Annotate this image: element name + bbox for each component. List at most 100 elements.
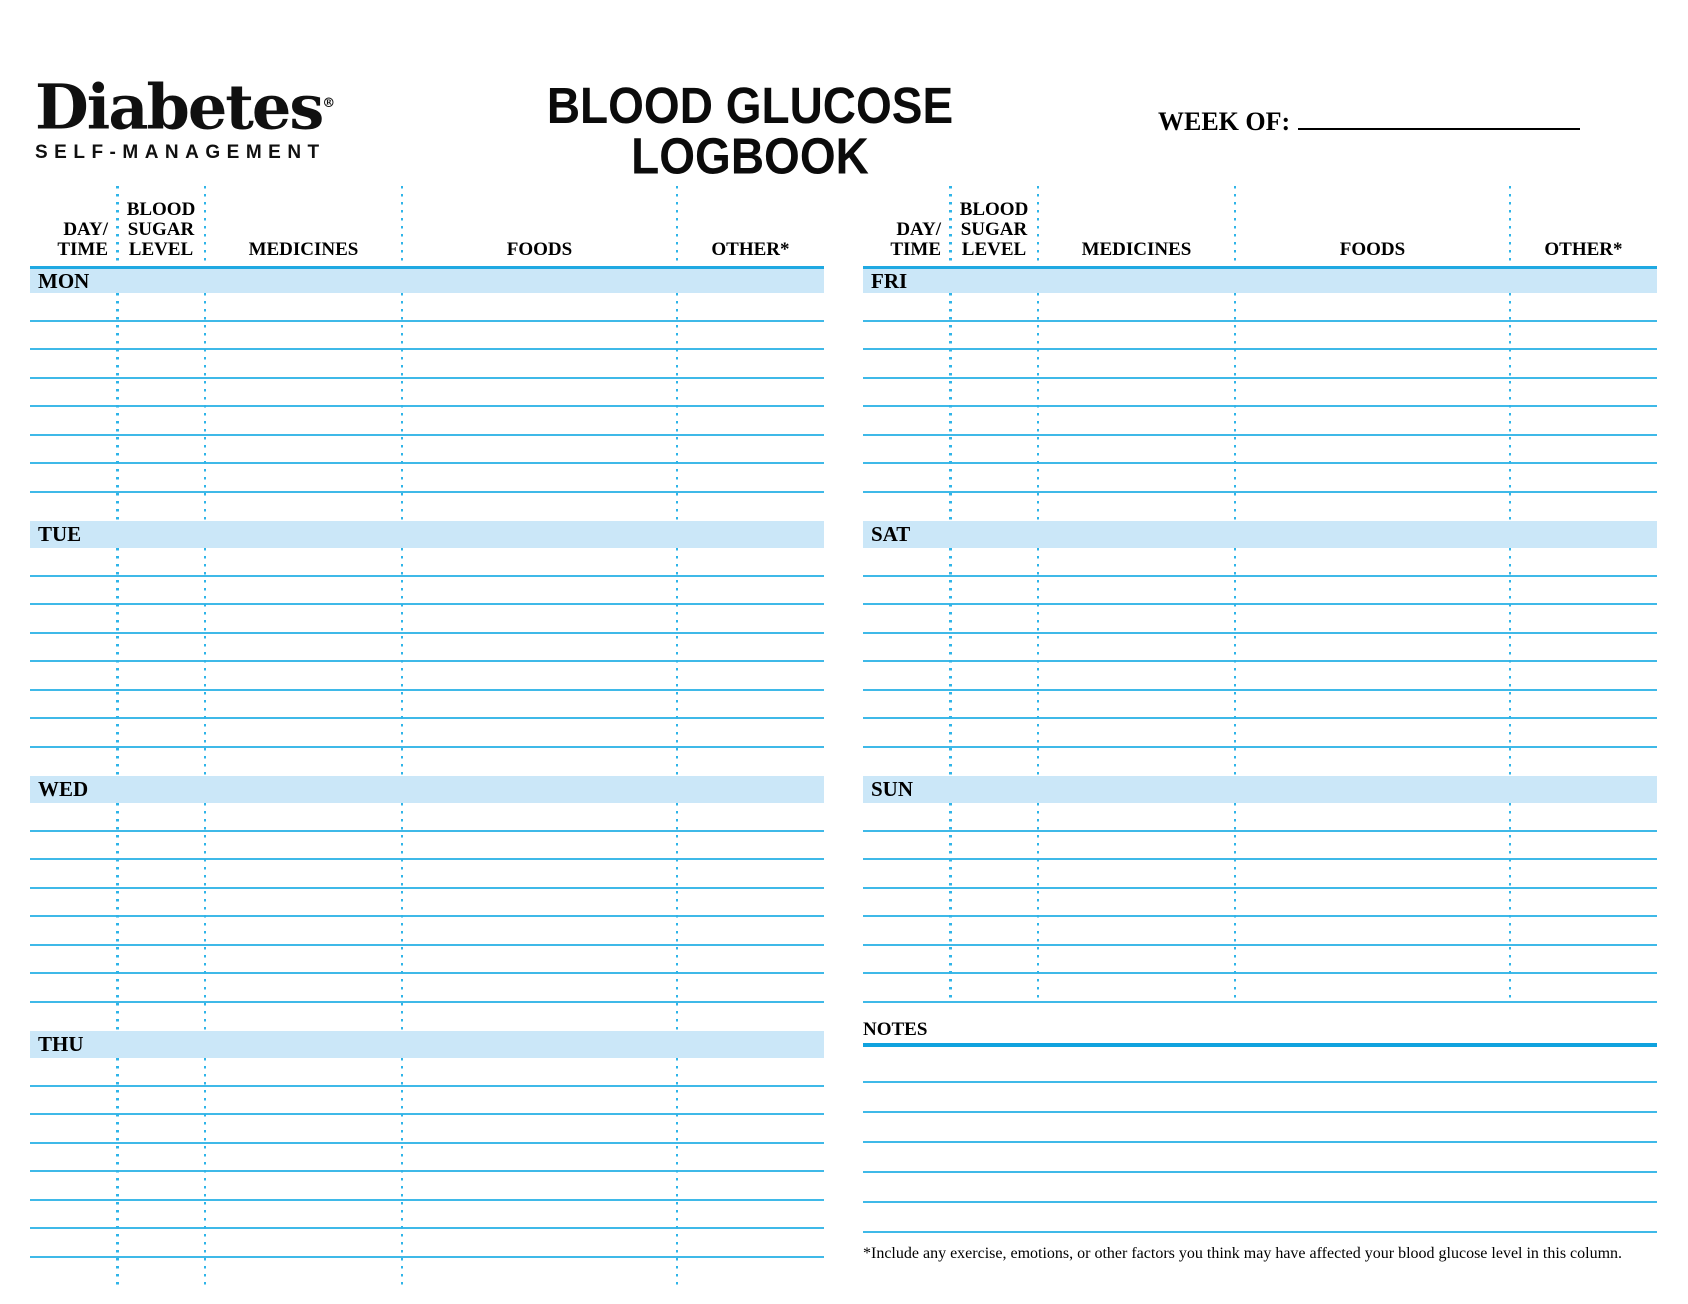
column-divider-dotted-line <box>1036 293 1040 521</box>
column-header-medicines: MEDICINES <box>205 186 402 266</box>
column-divider-dotted-line <box>675 548 679 776</box>
day-rows-sat <box>863 548 1657 776</box>
notes-writing-line <box>863 1083 1657 1113</box>
column-header-line: FOODS <box>506 239 573 260</box>
column-divider-dotted-line <box>1036 803 1040 1003</box>
column-divider-dotted-line <box>400 803 404 1031</box>
column-header-line: SUGAR <box>960 219 1028 240</box>
notes-lines <box>863 1047 1657 1233</box>
day-rows-thu <box>30 1058 824 1286</box>
column-divider-dotted-line <box>949 293 952 521</box>
column-header-line: LEVEL <box>128 239 194 260</box>
column-header-line: DAY/ <box>896 219 942 240</box>
notes-heading: NOTES <box>863 1018 928 1040</box>
column-divider-dotted-line <box>1233 803 1237 1003</box>
day-label: SUN <box>871 777 914 801</box>
column-header-blood-sugar-level: BLOOD SUGAR LEVEL <box>117 186 205 266</box>
column-header-line: BLOOD <box>959 199 1029 220</box>
day-band-tue: TUE <box>30 521 824 548</box>
column-divider-dotted-line <box>203 548 207 776</box>
log-row <box>863 719 1657 748</box>
log-row <box>30 946 824 974</box>
log-row <box>30 605 824 634</box>
column-divider-dotted-line <box>116 1058 119 1286</box>
day-label: MON <box>38 268 90 293</box>
column-divider-dotted-line <box>675 293 679 521</box>
log-row <box>30 436 824 464</box>
day-label: FRI <box>871 268 908 293</box>
log-row <box>863 577 1657 605</box>
column-divider-dotted-line <box>949 803 952 1003</box>
column-divider-dotted-line <box>203 1058 207 1286</box>
day-label: WED <box>38 777 89 801</box>
column-divider-dotted-line <box>400 548 404 776</box>
column-divider-dotted-line <box>1036 548 1040 776</box>
column-header-line: FOODS <box>1339 239 1406 260</box>
footnote-text: *Include any exercise, emotions, or othe… <box>863 1245 1623 1262</box>
log-row <box>30 1229 824 1258</box>
log-row <box>30 832 824 860</box>
log-row <box>30 322 824 350</box>
column-header-foods: FOODS <box>402 186 677 266</box>
column-divider-dotted-line <box>116 803 119 1031</box>
log-row <box>30 1172 824 1201</box>
page-title-line1: BLOOD GLUCOSE <box>546 76 954 134</box>
log-row <box>30 1258 824 1287</box>
week-of-blank-line <box>1298 104 1581 130</box>
column-divider-dotted-line <box>400 293 404 521</box>
column-header-line: DAY/ <box>63 219 109 240</box>
day-band-mon: MON <box>30 266 824 293</box>
log-row <box>863 436 1657 464</box>
log-row <box>30 350 824 379</box>
log-row <box>30 748 824 777</box>
day-band-wed: WED <box>30 776 824 803</box>
log-row <box>863 748 1657 777</box>
day-label: THU <box>38 1032 84 1056</box>
brand-name: Diabetes® <box>35 70 336 144</box>
week-of-label: WEEK OF: <box>1158 107 1291 136</box>
day-rows-wed <box>30 803 824 1031</box>
column-header-line: BLOOD <box>126 199 196 220</box>
log-row <box>863 832 1657 860</box>
day-band-sat: SAT <box>863 521 1657 548</box>
column-header-other: OTHER* <box>677 186 824 266</box>
log-row <box>30 691 824 719</box>
day-rows-sun <box>863 803 1657 1003</box>
column-divider-dotted-line <box>203 186 207 266</box>
notes-writing-line <box>863 1203 1657 1233</box>
column-divider-dotted-line <box>1508 548 1512 776</box>
log-row <box>30 1003 824 1032</box>
log-row <box>863 322 1657 350</box>
column-divider-dotted-line <box>116 293 119 521</box>
column-divider-dotted-line <box>203 293 207 521</box>
page-title-line2: LOGBOOK <box>631 127 869 185</box>
log-row <box>863 605 1657 634</box>
column-divider-dotted-line <box>116 548 119 776</box>
column-divider-dotted-line <box>675 803 679 1031</box>
column-divider-dotted-line <box>1508 803 1512 1003</box>
log-row <box>30 493 824 522</box>
column-divider-dotted-line <box>1508 186 1512 266</box>
log-row <box>30 974 824 1003</box>
column-header-medicines: MEDICINES <box>1038 186 1235 266</box>
day-label: TUE <box>38 522 82 546</box>
page-title: BLOOD GLUCOSE LOGBOOK <box>535 80 965 181</box>
column-divider-dotted-line <box>116 186 119 266</box>
log-row <box>30 464 824 493</box>
log-row <box>863 493 1657 522</box>
log-row <box>30 407 824 436</box>
log-row <box>863 691 1657 719</box>
log-row <box>30 860 824 889</box>
log-row <box>30 548 824 577</box>
log-row <box>30 293 824 322</box>
day-band-fri: FRI <box>863 266 1657 293</box>
notes-writing-line <box>863 1143 1657 1173</box>
log-row <box>863 917 1657 946</box>
registered-mark-icon: ® <box>322 96 336 111</box>
day-rows-fri <box>863 293 1657 521</box>
brand-logo: Diabetes® SELF-MANAGEMENT <box>35 74 335 164</box>
log-row <box>30 1087 824 1115</box>
notes-writing-line <box>863 1053 1657 1083</box>
log-row <box>863 889 1657 917</box>
